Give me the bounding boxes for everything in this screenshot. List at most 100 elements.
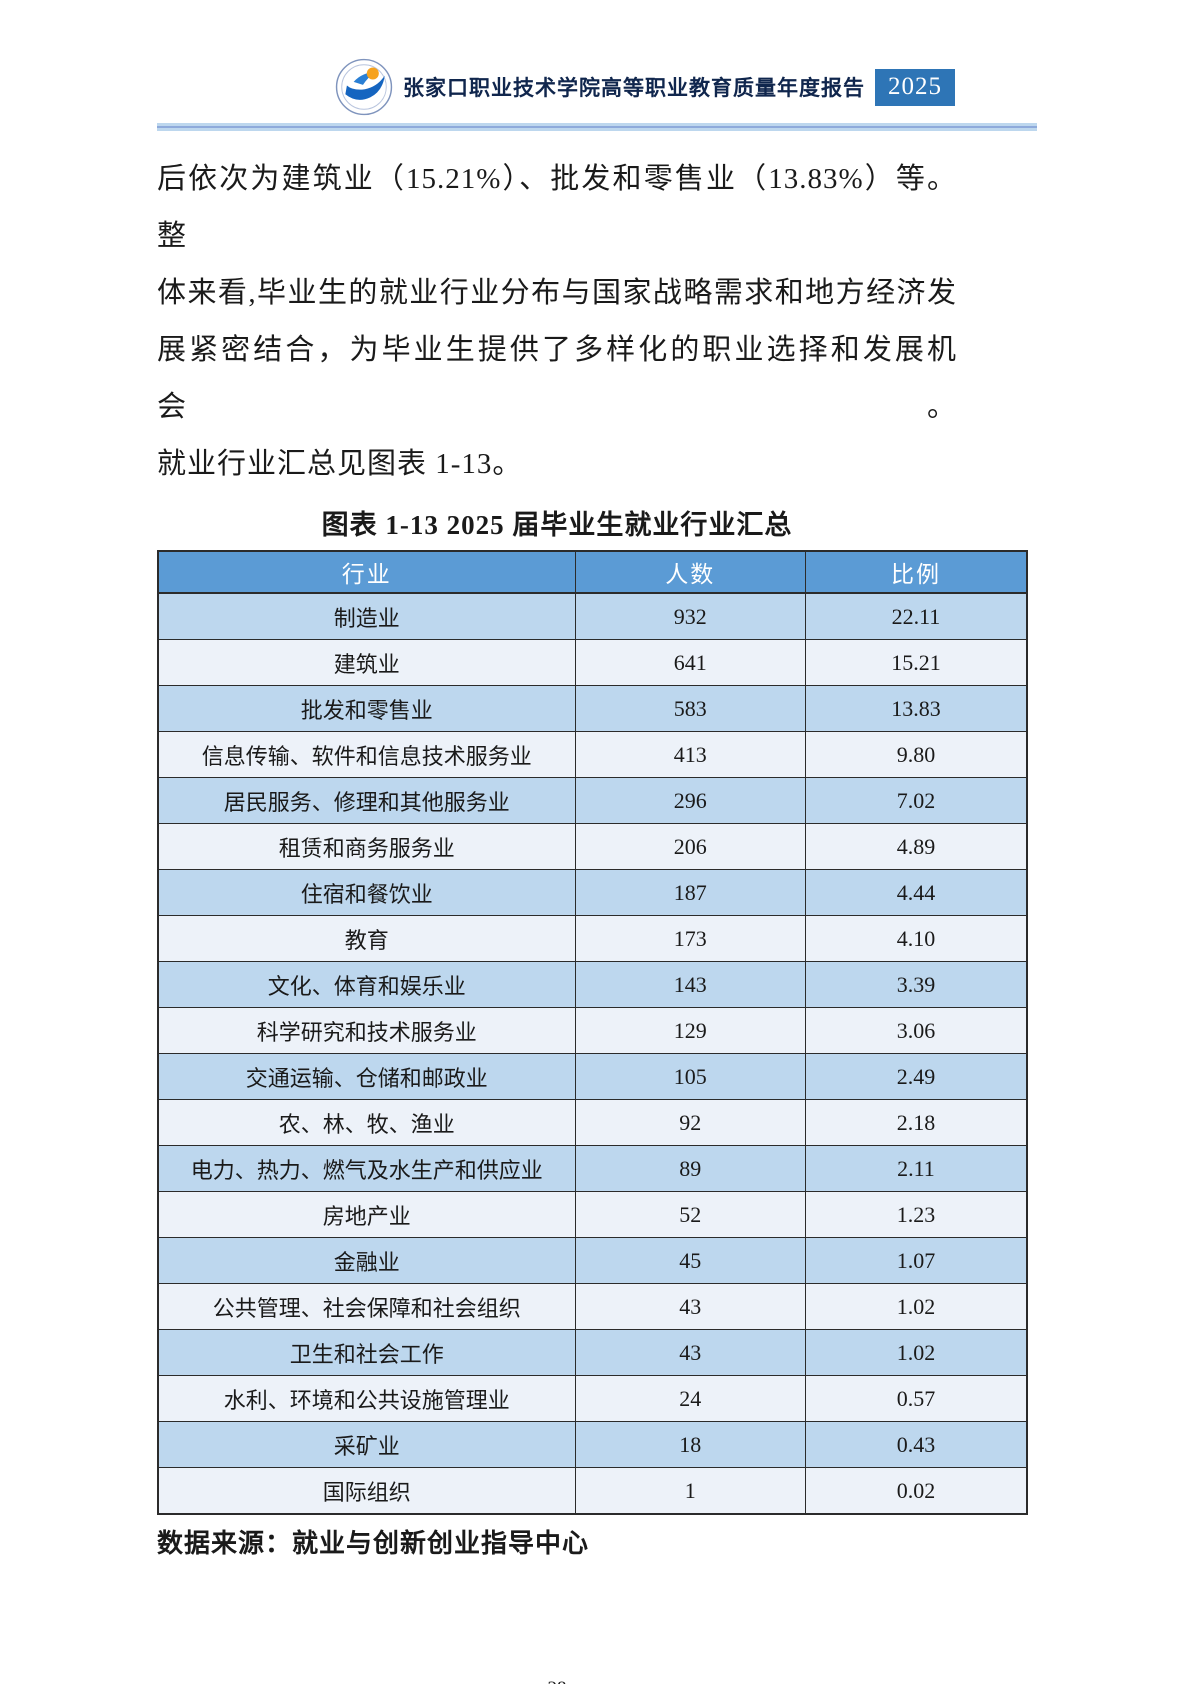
count-cell: 89: [574, 1145, 806, 1192]
count-cell: 296: [574, 777, 806, 824]
ratio-cell: 2.18: [804, 1099, 1028, 1146]
paragraph-line: 展紧密结合，为毕业生提供了多样化的职业选择和发展机会。: [157, 334, 957, 423]
college-logo-icon: [335, 58, 393, 116]
table-row: 教育 173 4.10: [157, 915, 1028, 962]
column-header-count: 人数: [574, 550, 806, 594]
paragraph-line: 体来看,毕业生的就业行业分布与国家战略需求和地方经济发: [157, 277, 957, 309]
header-divider: [157, 123, 1037, 131]
industry-cell: 建筑业: [157, 639, 576, 686]
count-cell: 105: [574, 1053, 806, 1100]
count-cell: 641: [574, 639, 806, 686]
page-number: — 28 —: [157, 1678, 957, 1684]
table-row: 电力、热力、燃气及水生产和供应业 89 2.11: [157, 1145, 1028, 1192]
table-caption: 图表 1-13 2025 届毕业生就业行业汇总: [321, 510, 793, 540]
table-row: 批发和零售业 583 13.83: [157, 685, 1028, 732]
industry-cell: 居民服务、修理和其他服务业: [157, 777, 576, 824]
ratio-cell: 9.80: [804, 731, 1028, 778]
industry-cell: 房地产业: [157, 1191, 576, 1238]
table-row: 农、林、牧、渔业 92 2.18: [157, 1099, 1028, 1146]
body-paragraph: 后依次为建筑业（15.21%）、批发和零售业（13.83%）等。整 体来看,毕业…: [157, 151, 957, 493]
paragraph-line: 后依次为建筑业（15.21%）、批发和零售业（13.83%）等。整: [157, 163, 957, 252]
paragraph-line: 就业行业汇总见图表 1-13。: [157, 448, 523, 480]
ratio-cell: 7.02: [804, 777, 1028, 824]
industry-cell: 租赁和商务服务业: [157, 823, 576, 870]
ratio-cell: 15.21: [804, 639, 1028, 686]
industry-cell: 采矿业: [157, 1421, 576, 1468]
ratio-cell: 4.89: [804, 823, 1028, 870]
industry-cell: 金融业: [157, 1237, 576, 1284]
industry-cell: 信息传输、软件和信息技术服务业: [157, 731, 576, 778]
count-cell: 187: [574, 869, 806, 916]
count-cell: 43: [574, 1283, 806, 1330]
ratio-cell: 1.07: [804, 1237, 1028, 1284]
ratio-cell: 1.02: [804, 1329, 1028, 1376]
column-header-ratio: 比例: [804, 550, 1028, 594]
industry-cell: 电力、热力、燃气及水生产和供应业: [157, 1145, 576, 1192]
industry-cell: 住宿和餐饮业: [157, 869, 576, 916]
count-cell: 583: [574, 685, 806, 732]
table-row: 采矿业 18 0.43: [157, 1421, 1028, 1468]
count-cell: 932: [574, 592, 806, 640]
count-cell: 413: [574, 731, 806, 778]
table-row: 科学研究和技术服务业 129 3.06: [157, 1007, 1028, 1054]
count-cell: 52: [574, 1191, 806, 1238]
ratio-cell: 3.39: [804, 961, 1028, 1008]
industry-cell: 批发和零售业: [157, 685, 576, 732]
ratio-cell: 4.10: [804, 915, 1028, 962]
table-row: 居民服务、修理和其他服务业 296 7.02: [157, 777, 1028, 824]
industry-cell: 卫生和社会工作: [157, 1329, 576, 1376]
employment-industry-table: 行业 人数 比例 制造业 932 22.11 建筑业 641 15.21 批发和…: [157, 550, 1028, 1515]
table-row: 房地产业 52 1.23: [157, 1191, 1028, 1238]
ratio-cell: 2.49: [804, 1053, 1028, 1100]
page-header: 张家口职业技术学院高等职业教育质量年度报告 2025: [157, 58, 1037, 116]
count-cell: 206: [574, 823, 806, 870]
table-row: 金融业 45 1.07: [157, 1237, 1028, 1284]
count-cell: 143: [574, 961, 806, 1008]
ratio-cell: 4.44: [804, 869, 1028, 916]
ratio-cell: 1.02: [804, 1283, 1028, 1330]
industry-cell: 水利、环境和公共设施管理业: [157, 1375, 576, 1422]
table-row: 交通运输、仓储和邮政业 105 2.49: [157, 1053, 1028, 1100]
table-row: 信息传输、软件和信息技术服务业 413 9.80: [157, 731, 1028, 778]
count-cell: 43: [574, 1329, 806, 1376]
count-cell: 173: [574, 915, 806, 962]
industry-cell: 公共管理、社会保障和社会组织: [157, 1283, 576, 1330]
data-source-note: 数据来源：就业与创新创业指导中心: [157, 1529, 590, 1558]
industry-cell: 文化、体育和娱乐业: [157, 961, 576, 1008]
ratio-cell: 0.02: [804, 1467, 1028, 1515]
table-body: 制造业 932 22.11 建筑业 641 15.21 批发和零售业 583 1…: [157, 592, 1028, 1515]
table-row: 国际组织 1 0.02: [157, 1467, 1028, 1515]
industry-cell: 交通运输、仓储和邮政业: [157, 1053, 576, 1100]
table-row: 住宿和餐饮业 187 4.44: [157, 869, 1028, 916]
industry-cell: 制造业: [157, 592, 576, 640]
ratio-cell: 13.83: [804, 685, 1028, 732]
header-divider-inner-line: [157, 126, 1037, 128]
table-row: 租赁和商务服务业 206 4.89: [157, 823, 1028, 870]
ratio-cell: 2.11: [804, 1145, 1028, 1192]
table-header-row: 行业 人数 比例: [157, 550, 1028, 594]
industry-cell: 国际组织: [157, 1467, 576, 1515]
table-row: 文化、体育和娱乐业 143 3.39: [157, 961, 1028, 1008]
industry-cell: 农、林、牧、渔业: [157, 1099, 576, 1146]
table-row: 建筑业 641 15.21: [157, 639, 1028, 686]
report-title: 张家口职业技术学院高等职业教育质量年度报告: [403, 76, 865, 100]
year-badge: 2025: [875, 68, 955, 106]
ratio-cell: 22.11: [804, 592, 1028, 640]
ratio-cell: 1.23: [804, 1191, 1028, 1238]
table-row: 公共管理、社会保障和社会组织 43 1.02: [157, 1283, 1028, 1330]
industry-cell: 科学研究和技术服务业: [157, 1007, 576, 1054]
ratio-cell: 0.43: [804, 1421, 1028, 1468]
count-cell: 129: [574, 1007, 806, 1054]
count-cell: 1: [574, 1467, 806, 1515]
count-cell: 24: [574, 1375, 806, 1422]
column-header-industry: 行业: [157, 550, 576, 594]
table-row: 水利、环境和公共设施管理业 24 0.57: [157, 1375, 1028, 1422]
table-row: 制造业 932 22.11: [157, 592, 1028, 640]
industry-cell: 教育: [157, 915, 576, 962]
table-row: 卫生和社会工作 43 1.02: [157, 1329, 1028, 1376]
ratio-cell: 3.06: [804, 1007, 1028, 1054]
count-cell: 18: [574, 1421, 806, 1468]
ratio-cell: 0.57: [804, 1375, 1028, 1422]
count-cell: 92: [574, 1099, 806, 1146]
